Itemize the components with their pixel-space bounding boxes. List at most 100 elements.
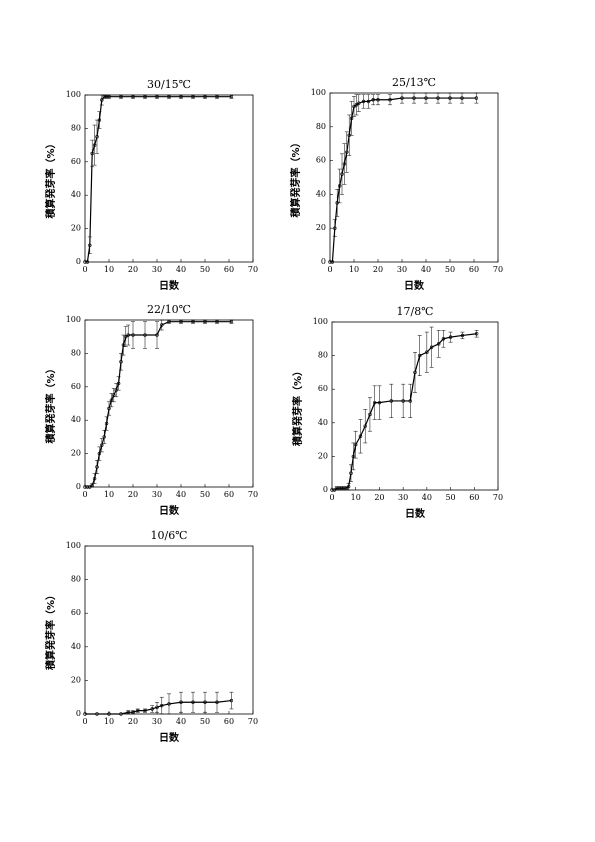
y-tick-label: 80 xyxy=(71,348,81,357)
y-tick-label: 0 xyxy=(321,257,326,266)
data-point xyxy=(83,260,87,264)
data-point xyxy=(143,333,147,337)
x-tick-label: 20 xyxy=(373,265,383,274)
data-point xyxy=(342,486,346,491)
data-point xyxy=(83,712,87,716)
error-bar xyxy=(191,691,195,713)
data-point xyxy=(131,333,135,337)
y-tick-label: 0 xyxy=(76,709,81,718)
error-bar xyxy=(335,189,340,217)
error-bar xyxy=(361,94,366,109)
data-point xyxy=(95,135,99,139)
error-bar xyxy=(377,385,382,420)
data-point xyxy=(126,333,130,337)
chart-title: 30/15℃ xyxy=(147,78,191,91)
x-tick-label: 60 xyxy=(224,265,234,274)
y-axis-label: 積算発芽率（%） xyxy=(44,363,57,444)
x-tick-label: 60 xyxy=(469,493,479,502)
x-tick-label: 60 xyxy=(224,490,234,499)
data-point xyxy=(352,104,356,109)
error-bar xyxy=(474,330,479,338)
x-tick-label: 40 xyxy=(422,493,432,502)
x-axis-label: 日数 xyxy=(405,507,426,520)
y-axis-label: 積算発芽率（%） xyxy=(44,590,57,671)
error-bar xyxy=(97,111,102,129)
data-point xyxy=(413,370,417,375)
y-tick-label: 0 xyxy=(323,485,328,494)
error-bar xyxy=(109,393,114,408)
error-bar xyxy=(123,326,128,347)
error-bar xyxy=(126,324,131,346)
data-point xyxy=(376,98,380,102)
y-tick-label: 20 xyxy=(71,224,81,233)
x-tick-label: 60 xyxy=(224,717,234,726)
data-point xyxy=(95,712,99,716)
chart: 22/10℃ 日数 積算発芽率（%） 0 10 20 30 40 50 60 70 0 20 40 60 80… xyxy=(44,303,258,517)
error-bar xyxy=(372,385,377,420)
series-line xyxy=(332,333,477,491)
data-point xyxy=(179,700,183,704)
error-bar xyxy=(215,691,219,713)
error-bar xyxy=(448,92,452,104)
data-point xyxy=(143,94,147,99)
data-point xyxy=(436,96,440,100)
x-tick-label: 40 xyxy=(176,717,186,726)
data-point xyxy=(191,700,195,704)
x-tick-label: 20 xyxy=(374,493,384,502)
data-point xyxy=(131,94,135,99)
data-point xyxy=(474,96,479,100)
series-line xyxy=(330,97,477,263)
data-point xyxy=(401,399,405,403)
y-tick-label: 40 xyxy=(71,190,81,199)
error-bar xyxy=(417,335,422,377)
data-point xyxy=(104,94,109,99)
data-point xyxy=(354,442,358,447)
data-point xyxy=(345,150,349,154)
error-bar xyxy=(131,321,135,349)
x-axis-label: 日数 xyxy=(159,504,180,517)
data-point xyxy=(126,710,130,715)
error-bar xyxy=(95,119,99,154)
x-tick-label: 30 xyxy=(152,265,162,274)
x-tick-label: 10 xyxy=(351,493,361,502)
y-axis-label: 積算発芽率（%） xyxy=(291,366,304,447)
error-bar xyxy=(474,92,479,104)
x-tick-label: 70 xyxy=(248,490,258,499)
x-tick-label: 10 xyxy=(104,490,114,499)
data-point xyxy=(358,434,363,438)
x-tick-label: 40 xyxy=(176,265,186,274)
error-bar xyxy=(460,92,464,104)
y-tick-label: 40 xyxy=(316,189,326,198)
error-bar xyxy=(351,442,356,471)
y-tick-label: 20 xyxy=(316,223,326,232)
chart: 10/6℃ 日数 積算発芽率（%） 0 10 20 30 40 50 60 70 0 20 40 60 80 1… xyxy=(44,529,258,744)
x-tick-label: 50 xyxy=(445,493,455,502)
error-bar xyxy=(366,94,371,109)
data-point xyxy=(460,96,464,100)
data-point xyxy=(342,162,347,166)
x-tick-label: 0 xyxy=(82,265,87,274)
error-bar xyxy=(388,94,392,106)
error-bar xyxy=(400,92,404,104)
error-bar xyxy=(167,693,171,715)
series-line xyxy=(85,96,232,263)
error-bar xyxy=(332,219,337,237)
data-point xyxy=(346,484,351,489)
data-point xyxy=(418,353,422,358)
chart: 25/13℃ 日数 積算発芽率（%） 0 10 20 30 40 50 60 70 0 20 40 60 80… xyxy=(289,76,503,292)
y-tick-label: 60 xyxy=(71,382,81,391)
data-point xyxy=(349,116,354,121)
data-point xyxy=(83,485,87,489)
x-tick-label: 70 xyxy=(248,265,258,274)
data-point xyxy=(460,333,465,338)
data-point xyxy=(102,94,106,99)
error-bar xyxy=(344,131,349,173)
data-point xyxy=(112,393,116,397)
y-tick-label: 20 xyxy=(318,451,328,460)
y-tick-label: 60 xyxy=(71,608,81,617)
data-point xyxy=(448,335,453,339)
data-point xyxy=(100,98,104,102)
data-point xyxy=(215,700,219,704)
error-bar xyxy=(353,430,358,459)
